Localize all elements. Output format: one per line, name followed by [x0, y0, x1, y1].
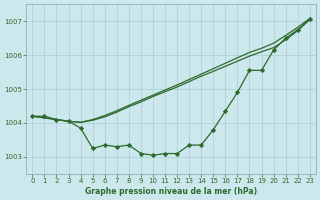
X-axis label: Graphe pression niveau de la mer (hPa): Graphe pression niveau de la mer (hPa): [85, 187, 257, 196]
